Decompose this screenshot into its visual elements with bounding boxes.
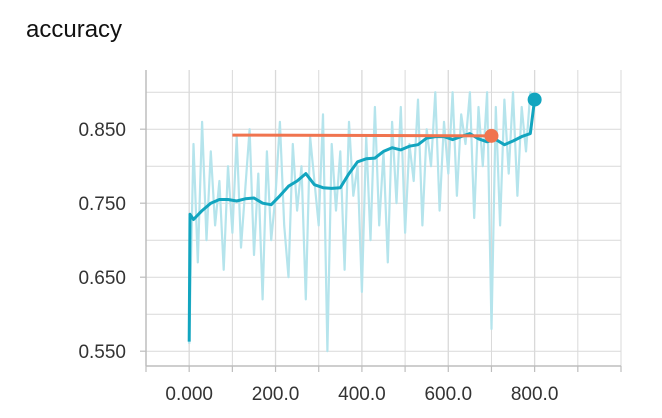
- series-line-smoothed: [187, 99, 537, 342]
- axes: [140, 70, 622, 372]
- series-line-orange: [232, 133, 492, 138]
- x-tick-label: 200.0: [252, 384, 300, 405]
- y-tick-label: 0.850: [78, 120, 126, 141]
- end-markers: [484, 92, 542, 143]
- x-tick-label: 0.000: [165, 384, 213, 405]
- end-marker-smoothed: [527, 92, 542, 107]
- x-tick-label: 400.0: [338, 384, 386, 405]
- y-tick-label: 0.550: [78, 342, 126, 363]
- grid-lines: [145, 70, 622, 366]
- tick-labels: 0.000 200.0 400.0 600.0 800.0 0.550 0.650 0.750…: [78, 120, 558, 405]
- y-tick-label: 0.750: [78, 194, 126, 215]
- x-tick-label: 600.0: [424, 384, 472, 405]
- x-tick-label: 800.0: [511, 384, 559, 405]
- series-line-raw: [188, 91, 536, 353]
- series-layer: [187, 91, 537, 353]
- end-marker-orange: [484, 128, 499, 143]
- chart-title: accuracy: [26, 16, 123, 43]
- y-tick-label: 0.650: [78, 268, 126, 289]
